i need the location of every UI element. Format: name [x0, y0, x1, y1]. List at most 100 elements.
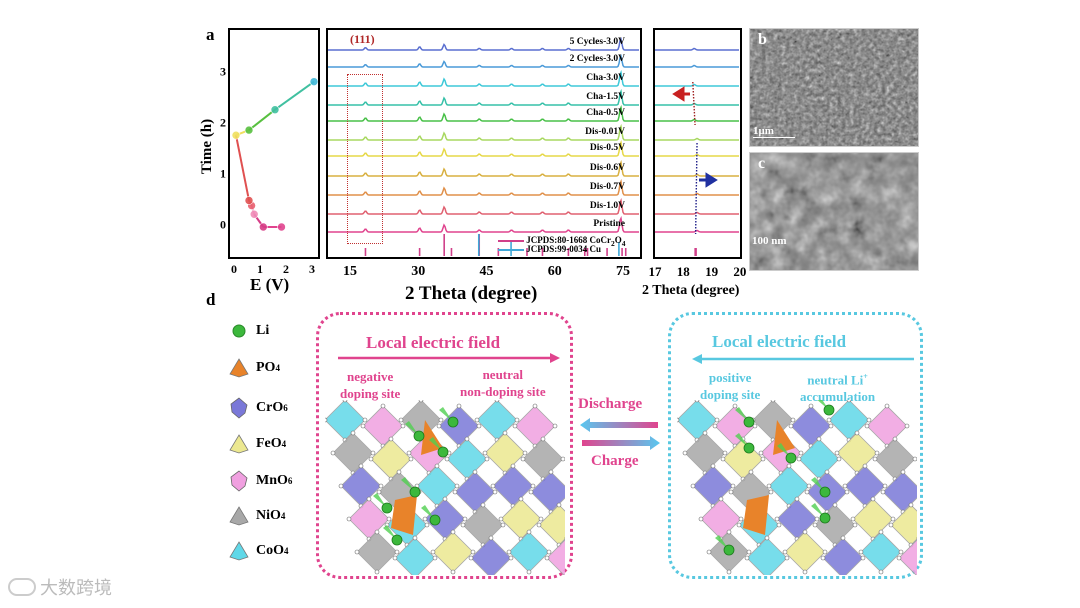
oxygen-atom: [460, 522, 466, 528]
polyhedron: [546, 539, 565, 575]
series-label: 5 Cycles-3.0V: [569, 37, 625, 47]
negative-doping-site-label: negative doping site: [340, 369, 401, 401]
polyhedron: [836, 432, 878, 474]
polyhedron: [822, 537, 864, 575]
time-axis-title: Time (h): [199, 118, 216, 175]
oxygen-atom: [904, 423, 910, 429]
polyhedron: [874, 438, 916, 480]
oxygen-atom: [850, 516, 856, 522]
scale-bar-b: 1μm: [753, 125, 795, 138]
oxygen-atom: [464, 436, 470, 442]
data-point: [244, 125, 254, 135]
xrd-zoom-curve: [655, 153, 739, 157]
series-label: Pristine: [593, 219, 625, 229]
oxygen-atom: [386, 516, 392, 522]
oxygen-atom: [362, 417, 368, 423]
polyhedron: [798, 438, 840, 480]
oxygen-atom: [718, 496, 724, 502]
oxygen-atom: [864, 423, 870, 429]
oxygen-atom: [824, 469, 830, 475]
polyhedron: [814, 504, 856, 546]
x-tick-label: 20: [733, 264, 747, 279]
data-point: [309, 77, 318, 86]
oxygen-atom: [834, 450, 840, 456]
polyhedron: [484, 432, 526, 474]
y-tick-label: 3: [220, 64, 226, 79]
oxygen-atom: [424, 522, 430, 528]
oxygen-atom: [677, 417, 680, 423]
crystal-structure-discharged: [325, 400, 565, 575]
oxygen-atom: [438, 417, 444, 423]
oxygen-atom: [330, 450, 336, 456]
oxygen-atom: [406, 450, 412, 456]
sem-image-b: b 1μm: [749, 28, 919, 147]
oxygen-atom: [826, 417, 832, 423]
polyhedron: [394, 537, 436, 575]
oxygen-atom: [782, 549, 788, 555]
oxygen-atom: [540, 436, 546, 442]
polyhedron: [492, 465, 534, 507]
data-point: [270, 105, 280, 114]
series-label: Dis-1.0V: [589, 201, 625, 211]
xrd-curve-2-cycles-3-0v: [328, 53, 639, 68]
series-label: Dis-0.01V: [585, 127, 625, 137]
li-atom: [819, 512, 831, 524]
xrd-zoom-curve: [655, 229, 739, 233]
oxygen-atom: [862, 463, 868, 469]
oxygen-atom: [556, 502, 562, 508]
polyhedron: [844, 465, 886, 507]
octa-icon: [230, 397, 248, 419]
oxygen-atom: [462, 516, 468, 522]
xrd-zoom-curve: [655, 211, 739, 215]
x-tick-label: 19: [705, 264, 719, 279]
legend-swatch-cu: [498, 248, 524, 251]
xrd-zoom-curve: [655, 192, 739, 196]
sem-image-c: c 100 nm: [749, 152, 919, 271]
li-atom: [723, 544, 735, 556]
oxygen-atom: [374, 569, 380, 575]
legend-item-mno6: MnO 6: [228, 470, 292, 492]
oxygen-atom: [494, 400, 500, 403]
xrd-zoom-axis-title: 2 Theta (degree): [642, 283, 740, 298]
xrd-main-plot: (111) 5 Cycles-3.0V 2 Cycles-3.0V Cha-3.0V…: [326, 28, 642, 259]
oxygen-atom: [526, 529, 532, 535]
oxygen-atom: [814, 516, 820, 522]
oxygen-atom: [752, 423, 758, 429]
oxygen-atom: [470, 549, 476, 555]
polyhedron: [684, 432, 726, 474]
oxygen-atom: [820, 555, 826, 561]
oxygen-atom: [722, 450, 728, 456]
oxygen-atom: [388, 436, 394, 442]
series-label: Dis-0.7V: [589, 182, 625, 192]
series-label: Cha-3.0V: [586, 73, 625, 83]
time-vs-voltage-plot: [228, 28, 320, 259]
charged-state-box: [668, 312, 923, 579]
li-atom: [785, 452, 797, 464]
oxygen-atom: [852, 522, 858, 528]
polyhedron: [677, 400, 718, 441]
oxygen-atom: [432, 555, 438, 561]
li-atom: [391, 534, 403, 546]
legend-item-nio4: NiO 4: [228, 505, 285, 527]
oxygen-atom: [746, 549, 752, 555]
oxygen-atom: [552, 423, 558, 429]
oxygen-atom: [682, 450, 688, 456]
polyhedron: [746, 537, 788, 575]
data-point: [231, 130, 241, 140]
oxygen-atom: [400, 423, 406, 429]
po4-tetrahedron: [743, 495, 769, 535]
oxygen-atom: [766, 483, 772, 489]
oxygen-atom: [522, 450, 528, 456]
xrd-zoom-curve: [655, 83, 739, 87]
oxygen-atom: [794, 496, 800, 502]
li-atom: [413, 430, 425, 442]
x-tick-label: 75: [616, 264, 630, 279]
li-atom: [409, 486, 421, 498]
oxygen-atom: [472, 469, 478, 475]
oxygen-atom: [366, 496, 372, 502]
sphere-icon: [232, 324, 246, 338]
oxygen-atom: [738, 516, 744, 522]
panel-a-label: a: [206, 25, 215, 44]
x-tick-label: 17: [648, 264, 662, 279]
oxygen-atom: [890, 516, 896, 522]
